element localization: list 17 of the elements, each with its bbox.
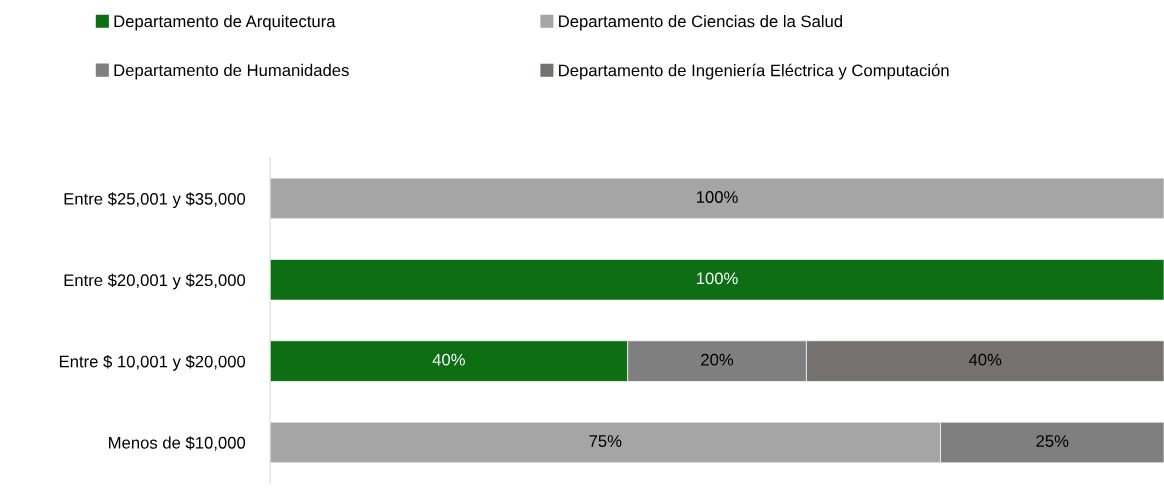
legend-label: Departamento de Ciencias de la Salud bbox=[559, 15, 842, 31]
data-label: 25% bbox=[1036, 435, 1069, 447]
data-label: 100% bbox=[696, 272, 738, 285]
legend-label: Departamento de Humanidades bbox=[114, 63, 349, 80]
y-tick-label: Entre $25,001 y $35,000 bbox=[64, 192, 246, 209]
data-label: 40% bbox=[432, 353, 465, 366]
data-label: 40% bbox=[968, 353, 1002, 366]
data-label: 75% bbox=[589, 435, 622, 447]
bar bbox=[270, 177, 1164, 220]
data-label: 100% bbox=[696, 191, 738, 203]
legend-label: Departamento de Ingeniería Eléctrica y Computación bbox=[559, 63, 949, 80]
data-label: 20% bbox=[701, 353, 734, 366]
bar bbox=[270, 259, 1164, 301]
y-tick-label: Menos de $10,000 bbox=[109, 436, 246, 451]
legend-label: Departamento de Arquitectura bbox=[114, 15, 336, 31]
y-tick-label: Entre $ 10,001 y $20,000 bbox=[59, 354, 246, 371]
y-tick-label: Entre $20,001 y $25,000 bbox=[64, 273, 246, 290]
